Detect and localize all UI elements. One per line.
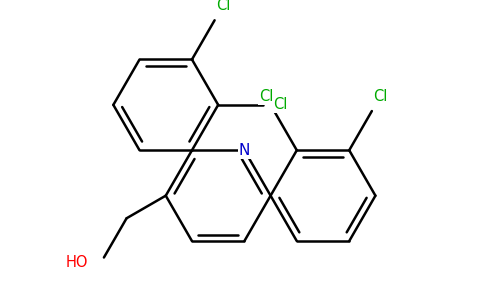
Text: Cl: Cl: [373, 89, 387, 104]
Text: N: N: [239, 143, 250, 158]
Text: Cl: Cl: [258, 89, 273, 104]
Text: HO: HO: [66, 255, 89, 270]
Text: Cl: Cl: [216, 0, 230, 13]
Text: Cl: Cl: [273, 98, 287, 112]
